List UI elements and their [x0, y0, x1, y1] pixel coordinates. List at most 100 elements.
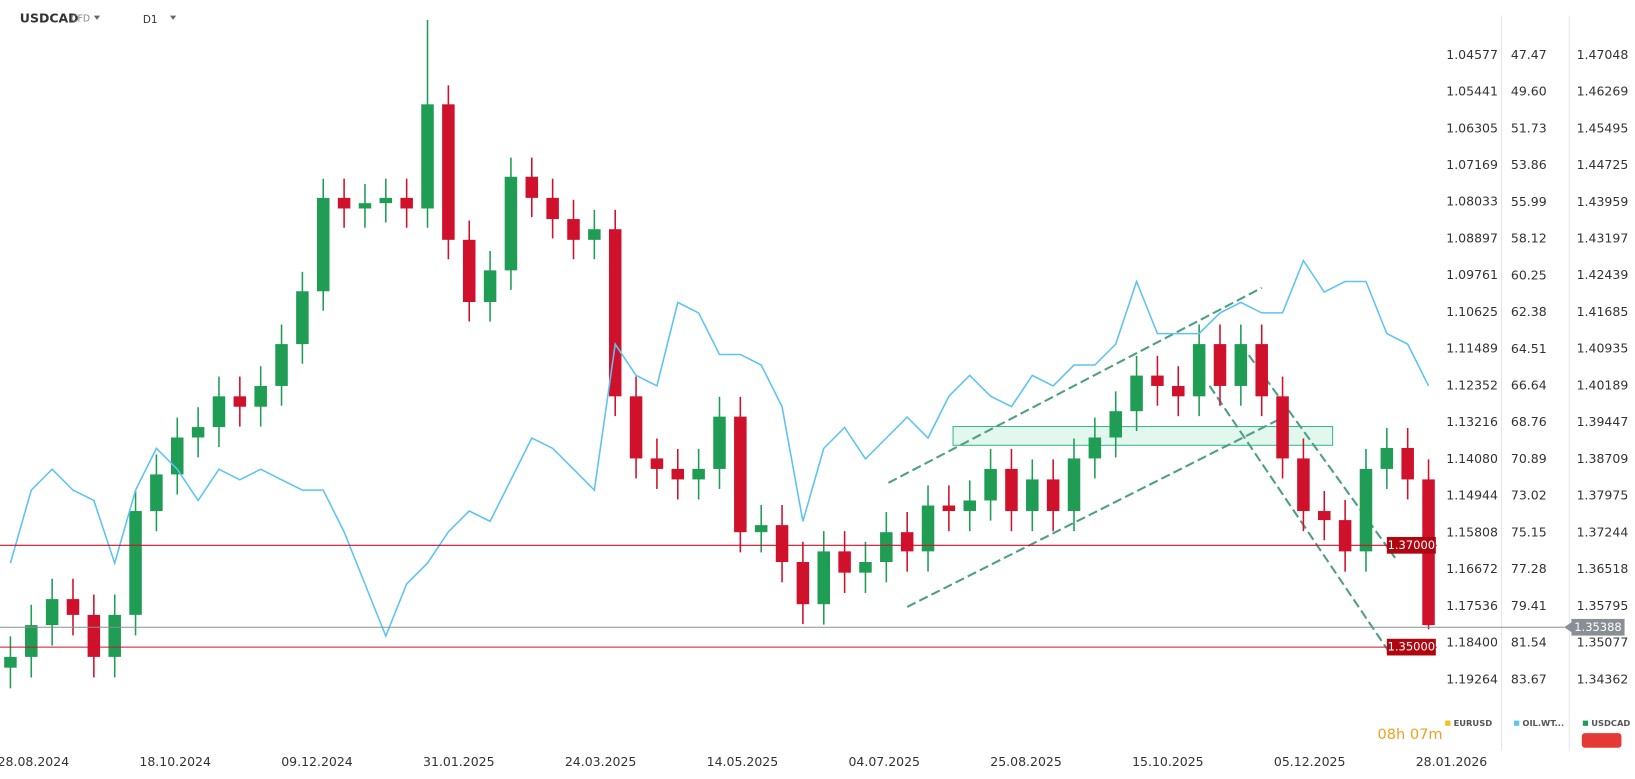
candle-body [1130, 375, 1143, 412]
legend-label: OIL.WT... [1522, 718, 1564, 728]
candle-body [1067, 458, 1081, 512]
button[interactable] [1581, 733, 1622, 748]
y-tick-label: 51.73 [1511, 120, 1547, 135]
candle-body [1088, 437, 1102, 459]
candle-body [129, 511, 142, 615]
candle-body [588, 229, 601, 240]
candle-body [379, 197, 393, 204]
x-tick-label: 28.01.2026 [1416, 754, 1488, 769]
y-tick-label: 1.37975 [1577, 488, 1629, 503]
candle-body [671, 468, 685, 480]
candle-body [1255, 344, 1268, 397]
y-tick-label: 64.51 [1511, 341, 1547, 356]
candle-body [713, 416, 726, 469]
candle-body [191, 427, 205, 438]
candle-body [608, 229, 622, 397]
candle-body [87, 614, 101, 657]
channel-lines [887, 286, 1397, 653]
candle-body [483, 270, 497, 303]
candle-body [692, 468, 705, 480]
y-tick-label: 1.34362 [1577, 671, 1629, 686]
y-tick-label: 1.40189 [1577, 377, 1629, 392]
candle-body [400, 197, 413, 209]
symbol-tag: CFD [71, 13, 90, 24]
candle-body [859, 562, 872, 573]
y-tick-label: 1.18400 [1446, 635, 1498, 650]
x-tick-label: 04.07.2025 [848, 754, 920, 769]
y-tick-label: 81.54 [1511, 635, 1547, 650]
zone [952, 425, 1334, 446]
candle-body [316, 197, 330, 292]
candle-body [1005, 468, 1018, 512]
candle-body [1297, 458, 1310, 512]
x-tick-label: 05.12.2025 [1274, 754, 1346, 769]
candle-body [796, 562, 810, 605]
y-tick-label: 1.35795 [1577, 598, 1629, 613]
y-tick-label: 53.86 [1511, 157, 1547, 172]
y-tick-label: 75.15 [1511, 524, 1547, 539]
level-label-bg [1386, 638, 1436, 656]
candle-body [942, 505, 956, 512]
dropdown-icon[interactable] [93, 15, 101, 20]
y-tick-label: 1.35077 [1577, 635, 1629, 650]
y-tick-label: 1.19264 [1446, 671, 1498, 686]
candle-body [984, 468, 997, 501]
y-tick-label: 1.04577 [1446, 47, 1498, 62]
y-tick-label: 1.15808 [1446, 524, 1498, 539]
candle-body [66, 599, 80, 615]
candle-body [775, 525, 789, 563]
y-tick-label: 1.10625 [1446, 304, 1498, 319]
y-tick-label: 1.09761 [1446, 267, 1498, 282]
candle-body [212, 396, 226, 428]
y-tick-label: 1.12352 [1446, 377, 1498, 392]
candle-body [1234, 344, 1248, 386]
last-price-label: 1.35388 [1574, 620, 1621, 634]
y-tick-label: 77.28 [1511, 561, 1547, 576]
candle-body [1359, 468, 1373, 552]
y-tick-label: 1.46269 [1577, 84, 1629, 99]
y-tick-label: 1.13216 [1446, 414, 1498, 429]
y-tick-label: 1.40935 [1577, 341, 1629, 356]
y-tick-label: 1.11489 [1446, 341, 1498, 356]
x-tick-label: 15.10.2025 [1132, 754, 1204, 769]
y-tick-label: 1.38709 [1577, 451, 1629, 466]
y-tick-label: 1.14080 [1446, 451, 1498, 466]
candle-body [296, 291, 309, 345]
y-tick-label: 66.64 [1511, 378, 1547, 393]
candle-body [880, 532, 893, 563]
x-tick-label: 24.03.2025 [565, 754, 637, 769]
candle-body [108, 614, 121, 657]
candle-body [1109, 411, 1122, 438]
y-tick-label: 1.17536 [1446, 598, 1498, 613]
timer: 08h 07m [1377, 726, 1442, 743]
candle-body [567, 219, 580, 240]
y-tick-label: 1.16672 [1446, 561, 1498, 576]
legend-swatch [1445, 720, 1451, 726]
y-tick-label: 1.08033 [1446, 194, 1498, 209]
interval[interactable]: D1 [143, 14, 158, 26]
candle-body [337, 197, 351, 209]
y-tick-label: 1.42439 [1577, 267, 1629, 282]
y-tick-label: 1.41685 [1577, 304, 1629, 319]
last-price-bg [1571, 618, 1625, 636]
candle-body [900, 532, 914, 552]
candle-body [421, 104, 434, 209]
y-tick-label: 1.06305 [1446, 120, 1498, 135]
candle-body [4, 656, 17, 668]
x-tick-label: 18.10.2024 [139, 754, 211, 769]
y-tick-label: 1.07169 [1446, 157, 1498, 172]
candle-body [1172, 385, 1185, 397]
y-tick-label: 1.45495 [1577, 120, 1629, 135]
candle-body [629, 396, 643, 459]
candle-body [817, 551, 831, 605]
candle-body [504, 176, 518, 271]
x-tick-label: 31.01.2025 [423, 754, 495, 769]
level-label: 1.37000 [1388, 538, 1435, 552]
y-tick-label: 70.89 [1511, 451, 1547, 466]
dropdown-icon[interactable] [169, 15, 177, 20]
candle-body [1380, 447, 1394, 469]
level-label: 1.35000 [1388, 640, 1435, 654]
y-tick-label: 68.76 [1511, 414, 1547, 429]
candle-body [650, 458, 664, 469]
